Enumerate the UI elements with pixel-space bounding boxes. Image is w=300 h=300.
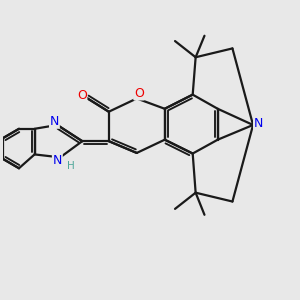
Text: O: O: [77, 89, 87, 102]
Text: N: N: [52, 154, 62, 167]
Text: O: O: [134, 87, 144, 100]
Text: H: H: [67, 160, 74, 171]
Text: H: H: [67, 160, 74, 171]
Text: N: N: [254, 117, 263, 130]
Text: N: N: [50, 115, 59, 128]
Text: O: O: [77, 89, 87, 102]
Text: N: N: [52, 154, 62, 167]
Text: O: O: [134, 87, 144, 100]
Text: N: N: [254, 117, 263, 130]
Text: N: N: [50, 115, 59, 128]
